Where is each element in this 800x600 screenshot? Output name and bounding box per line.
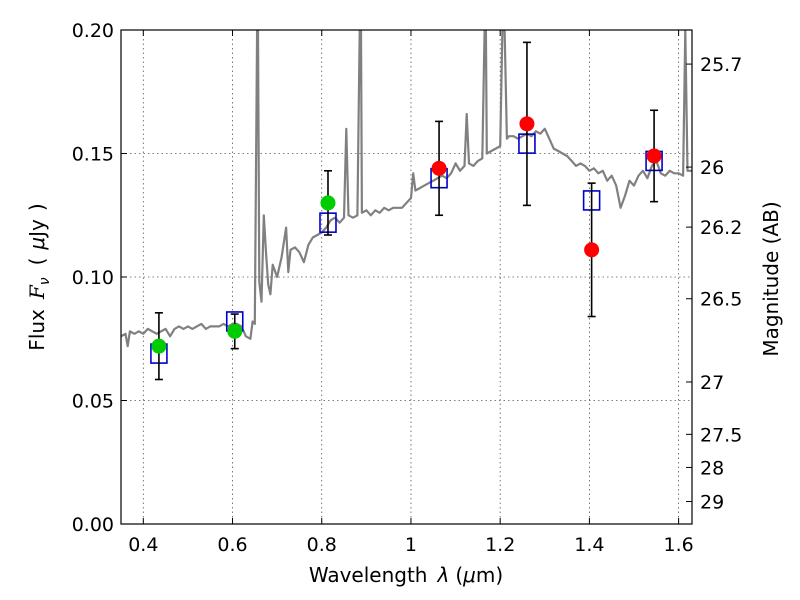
y2-tick-label: 27 [700,372,724,394]
x-axis-title-text: Wavelength [309,563,428,587]
x-axis-unit-open: ( [455,563,463,587]
x-tick-label: 1.2 [485,534,515,556]
x-tick-label: 1.6 [664,534,694,556]
axis-ticks: 0.4 0.6 0.8 1 1.2 1.4 1.6 0.00 0.05 0.10 0.15 0.20 2… [72,20,743,556]
y2-tick-label: 26 [700,157,724,179]
y-tick-label: 0.05 [72,391,114,413]
y2-axis-title: Magnitude (AB) [759,201,783,356]
y-axis-title-prefix: Flux [25,309,49,351]
y2-tick-label: 26.5 [700,289,742,311]
x-tick-label: 0.4 [128,534,158,556]
y2-tick-label: 29 [700,492,724,514]
y2-tick-label: 26.2 [700,217,742,239]
y-axis-subscript: ν [37,277,53,285]
y-axis-symbol: F [25,284,49,300]
red-data-point [431,160,447,176]
red-data-point [519,116,535,132]
y-axis-unit-close: ) [25,203,49,211]
x-axis-unit-rest: m) [476,563,503,587]
y-axis-unit-open: ( [25,258,49,266]
x-tick-label: 1 [405,534,417,556]
model-spectrum-layer [121,30,692,348]
red-data-point [584,242,600,258]
y-axis-unit-mu: μ [25,237,49,251]
y2-tick-label: 27.5 [700,424,742,446]
y-tick-label: 0.10 [72,267,114,289]
y-axis-title: Flux Fν ( μJy) [25,203,53,350]
green-data-point [151,338,167,354]
y-axis-unit-rest: Jy [25,219,49,239]
y2-tick-label: 28 [700,457,724,479]
x-axis-lambda: λ [436,563,449,587]
green-data-point [227,323,243,339]
y-tick-label: 0.20 [72,20,114,42]
y-tick-label: 0.15 [72,144,114,166]
x-tick-label: 0.8 [307,534,337,556]
model-spectrum-line [121,30,692,348]
x-tick-label: 0.6 [217,534,247,556]
x-axis-title: Wavelength λ (μm) [309,563,503,587]
y2-tick-label: 25.7 [700,54,742,76]
red-data-point [646,148,662,164]
data-markers-layer [150,41,663,381]
x-tick-label: 1.4 [574,534,604,556]
green-data-point [320,195,336,211]
x-axis-unit-mu: μ [462,563,476,587]
y-tick-label: 0.00 [72,514,114,536]
